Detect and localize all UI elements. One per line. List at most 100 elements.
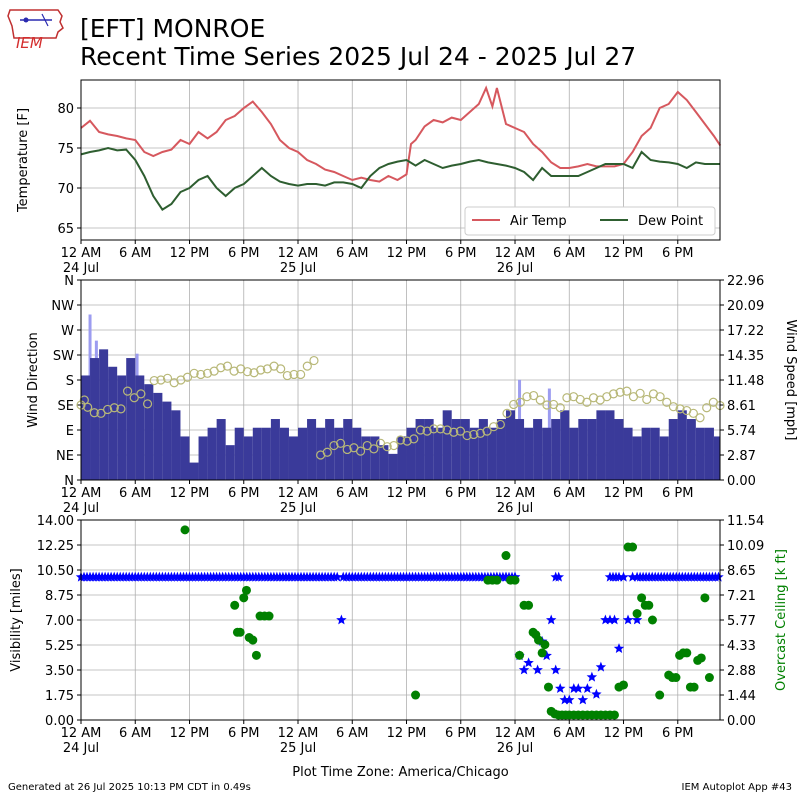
speed-bar xyxy=(451,419,461,480)
ceiling-marker xyxy=(264,611,274,621)
ceiling-marker xyxy=(241,585,251,595)
direction-marker xyxy=(429,424,439,434)
visibility-marker xyxy=(336,614,347,625)
temp-ytick-label: 70 xyxy=(57,182,74,197)
vis-ytick-label: 10.50 xyxy=(37,564,74,579)
direction-marker xyxy=(555,403,565,413)
visibility-marker xyxy=(518,664,530,675)
temp-date-label: 25 Jul xyxy=(280,261,316,276)
direction-marker xyxy=(96,408,106,418)
vis-ytick-label: 3.50 xyxy=(45,664,74,679)
direction-marker xyxy=(342,444,352,455)
direction-marker xyxy=(402,436,412,446)
visibility-marker xyxy=(546,614,557,625)
speed-ytick-label: 14.35 xyxy=(727,349,764,364)
direction-marker xyxy=(329,440,339,451)
speed-bar xyxy=(686,419,696,480)
visibility-marker xyxy=(600,614,611,625)
speed-bar xyxy=(243,436,253,480)
speed-bar xyxy=(307,419,317,480)
direction-marker xyxy=(202,368,213,378)
vis-xtick-label: 12 PM xyxy=(604,726,644,741)
direction-marker xyxy=(162,373,173,383)
ceiling-ytick-label: 0.00 xyxy=(727,714,756,729)
vis-xtick-label: 12 PM xyxy=(170,726,210,741)
ceiling-marker xyxy=(180,525,190,535)
visibility-marker xyxy=(577,694,589,705)
ceiling-ytick-label: 7.21 xyxy=(727,589,756,604)
vis-ytick-label: 5.25 xyxy=(45,639,74,654)
ceiling-ytick-label: 2.88 xyxy=(727,664,756,679)
vis-xtick-label: 6 PM xyxy=(662,726,693,741)
ceiling-ytick-label: 4.33 xyxy=(727,639,756,654)
direction-marker xyxy=(635,388,645,398)
direction-marker xyxy=(229,366,239,376)
vis-ytick-label: 8.75 xyxy=(45,589,74,604)
speed-bar xyxy=(252,427,262,480)
ceiling-ytick-label: 11.54 xyxy=(727,514,764,529)
speed-bar xyxy=(189,462,199,480)
speed-bar xyxy=(180,436,190,480)
dir-ytick-label: SE xyxy=(58,399,74,414)
ceiling-marker xyxy=(689,682,699,692)
wind-xtick-label: 12 PM xyxy=(387,486,427,501)
speed-bar xyxy=(270,419,280,480)
wind-frame xyxy=(80,279,721,481)
app-credit: IEM Autoplot App #43 xyxy=(681,782,792,793)
direction-marker xyxy=(675,404,685,414)
vis-xtick-label: 6 PM xyxy=(445,726,476,741)
direction-marker xyxy=(442,425,452,435)
direction-marker xyxy=(495,419,505,430)
visibility-marker xyxy=(622,614,634,625)
vis-xtick-label: 12 PM xyxy=(387,726,427,741)
ceiling-marker xyxy=(682,648,692,658)
ceiling-marker xyxy=(671,673,681,683)
temp-ylabel: Temperature [F] xyxy=(16,108,31,213)
wind-xtick-label: 6 AM xyxy=(553,486,586,501)
direction-marker xyxy=(289,369,299,380)
vis-ytick-label: 0.00 xyxy=(45,714,74,729)
direction-marker xyxy=(296,369,306,380)
speed-ytick-label: 22.96 xyxy=(727,274,764,289)
speed-ytick-label: 17.22 xyxy=(727,324,764,339)
ceiling-marker xyxy=(619,680,629,690)
speed-bar xyxy=(207,427,217,480)
visibility-marker xyxy=(613,643,625,653)
wind-speed-ylabel: Wind Speed [mph] xyxy=(783,320,798,441)
ceiling-marker xyxy=(655,690,665,700)
direction-marker xyxy=(256,365,266,375)
ceiling-marker xyxy=(248,635,258,645)
temp-xtick-label: 12 PM xyxy=(604,246,644,261)
visibility-marker xyxy=(609,614,620,625)
direction-marker xyxy=(608,389,619,399)
vis-date-label: 24 Jul xyxy=(63,741,99,756)
legend-label-0: Air Temp xyxy=(510,214,567,229)
direction-marker xyxy=(222,361,233,371)
direction-marker xyxy=(482,426,492,436)
temp-frame xyxy=(80,79,721,241)
ceiling-marker xyxy=(411,690,421,700)
ceiling-marker xyxy=(235,627,245,637)
temp-xtick-label: 12 AM xyxy=(61,246,102,261)
speed-bar xyxy=(560,410,570,480)
temp-xtick-label: 12 AM xyxy=(278,246,319,261)
direction-marker xyxy=(189,368,199,378)
direction-marker xyxy=(309,355,319,366)
direction-marker xyxy=(136,389,146,399)
direction-marker xyxy=(122,386,133,396)
ceiling-marker xyxy=(647,615,657,625)
ceiling-marker xyxy=(510,575,520,585)
speed-bar xyxy=(623,427,633,480)
wind-xtick-label: 12 PM xyxy=(604,486,644,501)
speed-bar xyxy=(668,419,678,480)
speed-bar xyxy=(171,410,181,480)
vis-xtick-label: 12 AM xyxy=(495,726,536,741)
direction-marker xyxy=(668,402,679,412)
visibility-marker xyxy=(555,683,566,693)
wind-xtick-label: 12 PM xyxy=(170,486,210,501)
iowa-state-icon: IEM xyxy=(7,9,64,52)
direction-marker xyxy=(302,361,312,371)
speed-bar xyxy=(578,419,588,480)
direction-marker xyxy=(156,375,166,385)
wind-xtick-label: 12 AM xyxy=(61,486,102,501)
